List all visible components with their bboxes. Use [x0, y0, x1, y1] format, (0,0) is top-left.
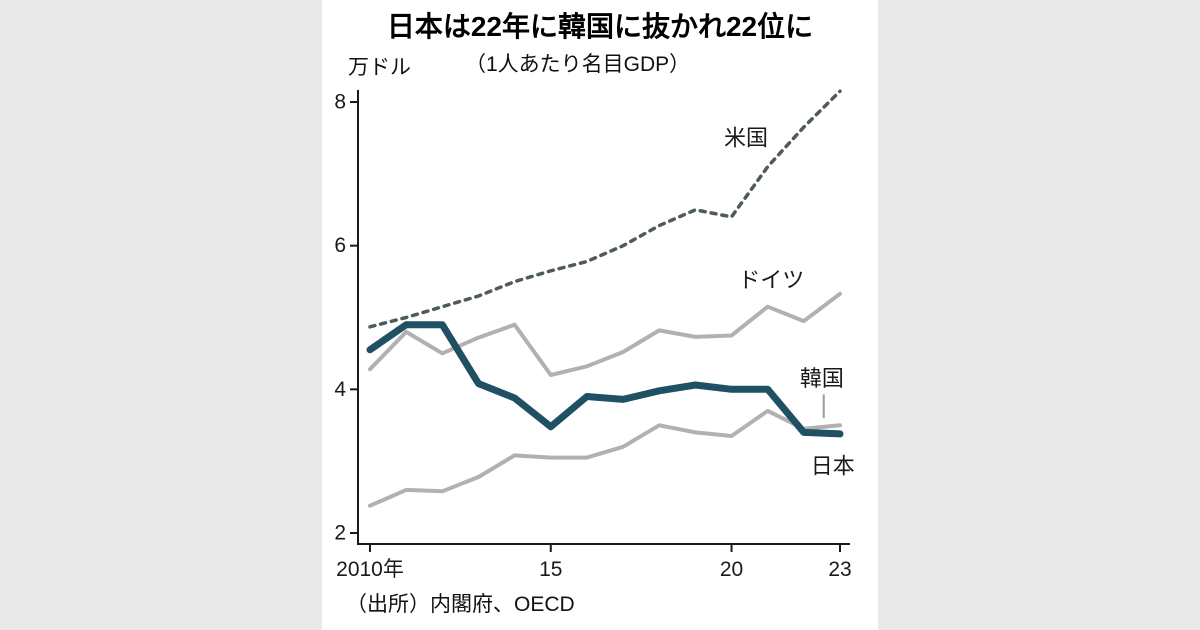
chart-title: 日本は22年に韓国に抜かれ22位に	[386, 11, 814, 42]
x-tick-label: 15	[539, 558, 562, 581]
x-tick-label: 23	[828, 558, 851, 581]
label-korea: 韓国	[800, 366, 844, 391]
label-japan: 日本	[811, 454, 855, 479]
label-us: 米国	[724, 125, 768, 150]
x-tick-label: 2010年	[336, 558, 404, 581]
y-tick-label: 2	[334, 522, 346, 545]
series-germany-line	[368, 291, 842, 377]
label-germany: ドイツ	[738, 268, 804, 293]
x-tick-label: 20	[720, 558, 743, 581]
axis-lines	[357, 90, 850, 545]
y-tick-label: 4	[334, 378, 346, 401]
y-axis-unit-label: 万ドル	[348, 56, 411, 79]
series-korea-line	[368, 408, 842, 508]
chart-subtitle-row: 万ドル （1人あたり名目GDP）	[322, 48, 878, 84]
y-tick-label: 6	[334, 234, 346, 257]
source-note: （出所）内閣府、OECD	[346, 593, 575, 616]
series-us-line	[368, 89, 842, 329]
series-japan-line	[366, 321, 844, 438]
chart-subtitle: （1人あたり名目GDP）	[465, 53, 691, 76]
y-tick-label: 8	[334, 91, 346, 114]
